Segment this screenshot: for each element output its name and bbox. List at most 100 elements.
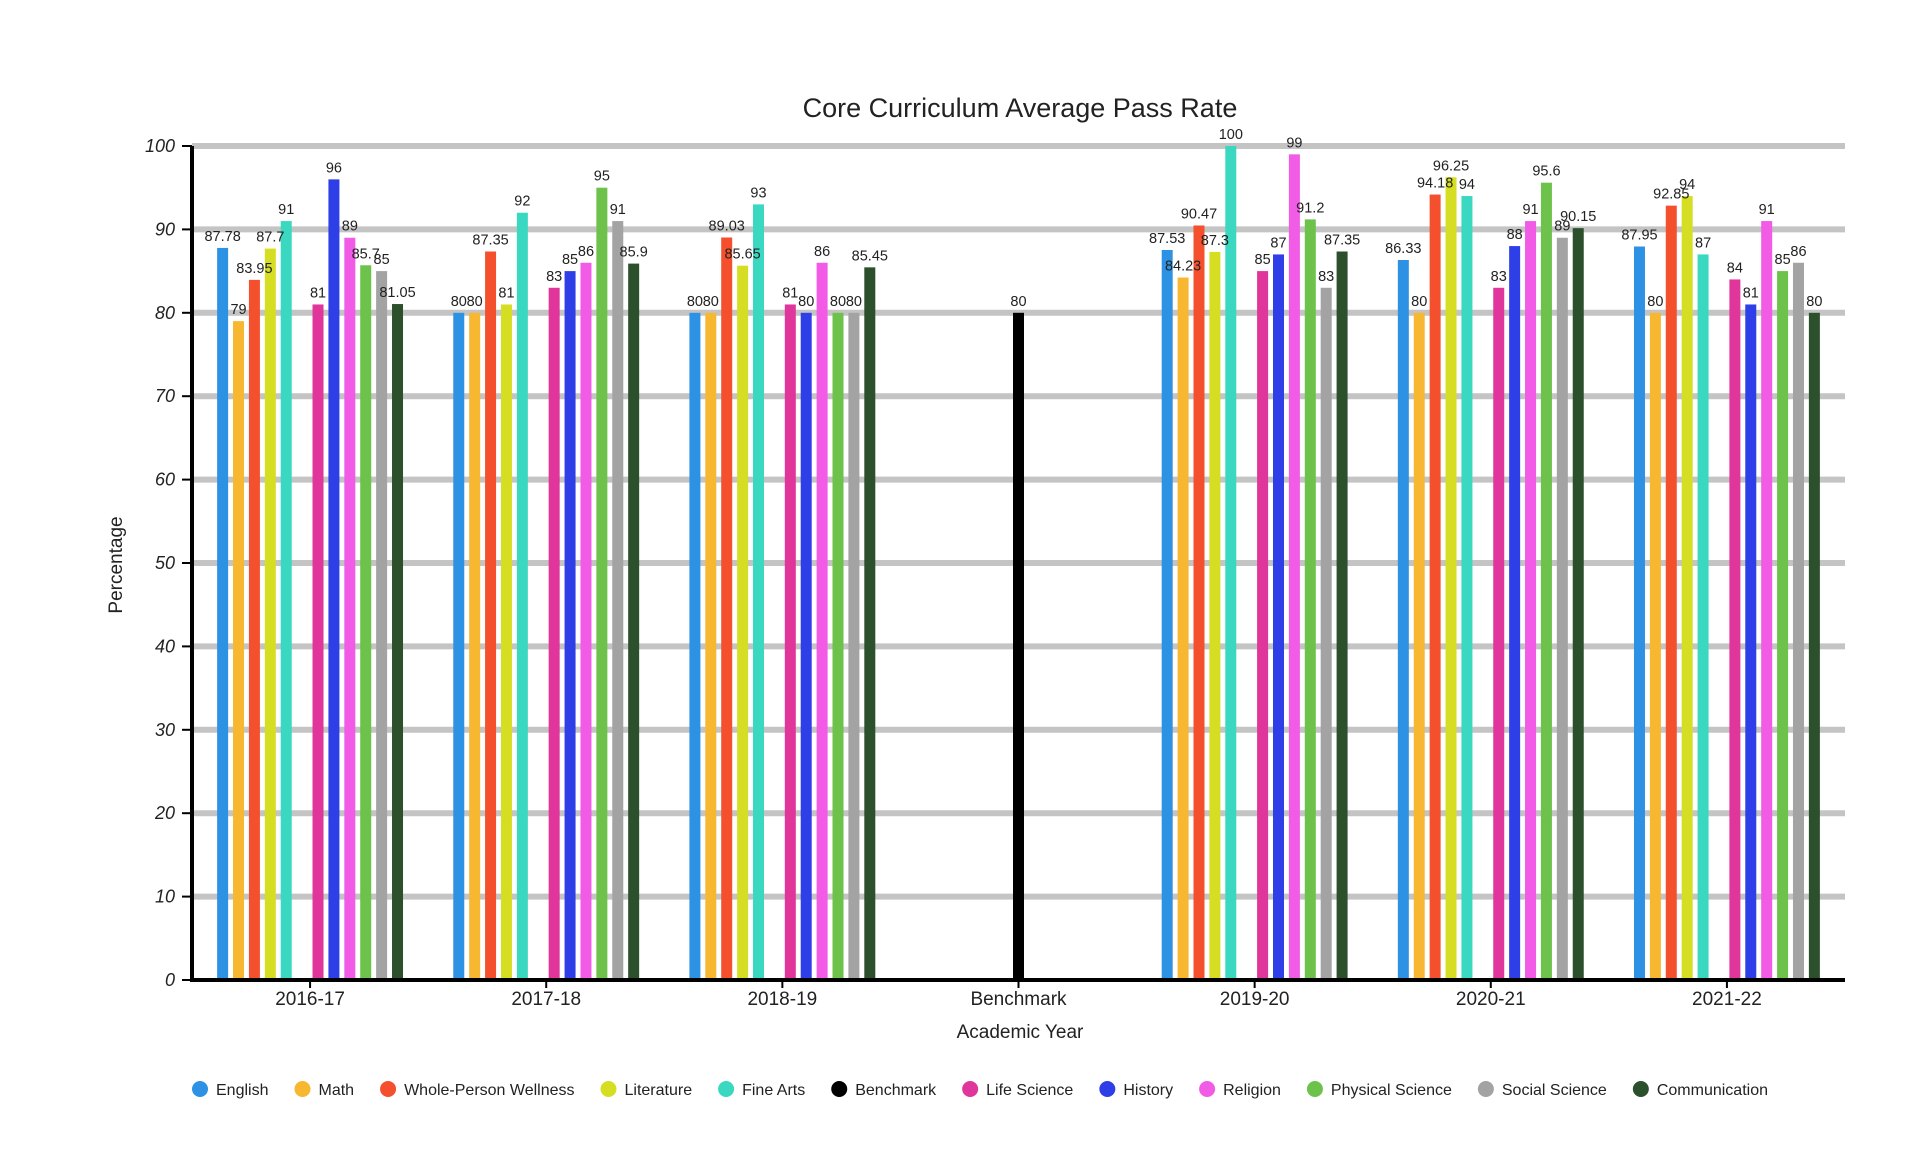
bar-religion-2021-22 bbox=[1761, 221, 1773, 980]
legend-item-physical-science[interactable]: Physical Science bbox=[1306, 1081, 1452, 1099]
legend-item-social-science[interactable]: Social Science bbox=[1477, 1081, 1607, 1099]
bar-religion-2016-17 bbox=[344, 237, 356, 981]
legend-label: Math bbox=[318, 1082, 354, 1099]
data-label: 83 bbox=[1491, 269, 1507, 285]
bar-physical-science-2016-17 bbox=[360, 265, 372, 981]
data-label: 85.45 bbox=[852, 248, 888, 264]
legend-swatch bbox=[600, 1081, 617, 1097]
y-tick-label: 70 bbox=[155, 386, 175, 406]
legend-item-whole-person-wellness[interactable]: Whole-Person Wellness bbox=[380, 1081, 575, 1099]
data-label: 93 bbox=[750, 185, 766, 201]
data-label: 91 bbox=[1522, 202, 1538, 218]
data-label: 87.7 bbox=[256, 230, 284, 246]
data-label: 87 bbox=[1270, 235, 1286, 251]
data-label: 89 bbox=[342, 219, 358, 235]
bar-math-2019-20 bbox=[1177, 277, 1189, 980]
data-label: 80 bbox=[1010, 294, 1026, 310]
data-label: 80 bbox=[1411, 294, 1427, 310]
data-label: 81.05 bbox=[379, 285, 415, 301]
data-label: 91.2 bbox=[1296, 200, 1324, 216]
data-label: 87.53 bbox=[1149, 231, 1185, 247]
data-label: 94 bbox=[1679, 177, 1695, 193]
legend-item-english[interactable]: English bbox=[192, 1081, 268, 1099]
data-label: 91 bbox=[610, 202, 626, 218]
x-tick-label: 2018-19 bbox=[747, 989, 817, 1010]
legend-label: Physical Science bbox=[1331, 1082, 1452, 1099]
legend-item-life-science[interactable]: Life Science bbox=[962, 1081, 1073, 1099]
data-label: 86 bbox=[1790, 244, 1806, 260]
data-label: 81 bbox=[498, 285, 514, 301]
y-tick-label: 10 bbox=[155, 887, 175, 907]
bar-literature-2016-17 bbox=[264, 248, 276, 980]
data-label: 86 bbox=[578, 244, 594, 260]
legend-label: English bbox=[216, 1082, 268, 1099]
bar-whole-person-wellness-2020-21 bbox=[1429, 194, 1441, 980]
legend-item-benchmark[interactable]: Benchmark bbox=[831, 1081, 937, 1099]
x-tick-label: 2017-18 bbox=[511, 989, 581, 1010]
bar-english-2019-20 bbox=[1161, 249, 1173, 980]
bar-life-science-2019-20 bbox=[1257, 271, 1269, 981]
x-tick-labels: 2016-17 2017-18 2018-19 Benchmark 2019-20 202… bbox=[275, 980, 1762, 1010]
data-label: 85 bbox=[1255, 252, 1271, 268]
legend-label: Life Science bbox=[986, 1082, 1073, 1099]
legend-swatch bbox=[962, 1081, 979, 1097]
legend-swatch bbox=[380, 1081, 397, 1097]
data-label: 95 bbox=[594, 169, 610, 185]
data-label: 80 bbox=[451, 294, 467, 310]
legend-item-math[interactable]: Math bbox=[294, 1081, 354, 1099]
bar-physical-science-2019-20 bbox=[1304, 219, 1316, 981]
data-label: 87.95 bbox=[1621, 227, 1657, 243]
x-axis-title: Academic Year bbox=[957, 1022, 1084, 1043]
data-label: 80 bbox=[467, 294, 483, 310]
data-label: 87 bbox=[1695, 235, 1711, 251]
bar-whole-person-wellness-2016-17 bbox=[248, 279, 260, 980]
legend-swatch bbox=[294, 1081, 311, 1097]
legend-swatch bbox=[1632, 1081, 1649, 1097]
data-label: 85 bbox=[374, 252, 390, 268]
data-label: 83.95 bbox=[236, 261, 272, 277]
data-label: 90.15 bbox=[1560, 209, 1596, 225]
x-tick-label: Benchmark bbox=[970, 989, 1067, 1010]
bar-english-2021-22 bbox=[1633, 246, 1645, 980]
bar-communication-2020-21 bbox=[1572, 228, 1584, 981]
bar-communication-2021-22 bbox=[1808, 312, 1820, 980]
bar-life-science-2021-22 bbox=[1729, 279, 1741, 980]
bar-history-2021-22 bbox=[1745, 304, 1757, 981]
legend-swatch bbox=[831, 1081, 848, 1097]
bar-literature-2020-21 bbox=[1445, 177, 1457, 980]
bar-life-science-2016-17 bbox=[312, 304, 324, 981]
legend-item-fine-arts[interactable]: Fine Arts bbox=[718, 1081, 805, 1099]
bar-math-2017-18 bbox=[469, 312, 481, 980]
legend-item-religion[interactable]: Religion bbox=[1199, 1081, 1281, 1099]
legend-label: History bbox=[1123, 1082, 1173, 1099]
bar-social-science-2016-17 bbox=[376, 271, 388, 981]
bar-benchmark-benchmark bbox=[1013, 312, 1024, 980]
legend-label: Communication bbox=[1657, 1082, 1768, 1099]
data-label: 94 bbox=[1459, 177, 1475, 193]
bar-life-science-2020-21 bbox=[1493, 287, 1505, 980]
bar-math-2016-17 bbox=[233, 321, 245, 980]
data-label: 85 bbox=[1775, 252, 1791, 268]
bar-social-science-2019-20 bbox=[1320, 287, 1332, 980]
y-tick-label: 40 bbox=[155, 636, 175, 656]
data-label: 84 bbox=[1727, 260, 1743, 276]
legend-label: Literature bbox=[625, 1082, 693, 1099]
y-tick-label: 0 bbox=[165, 970, 175, 990]
legend-swatch bbox=[1199, 1081, 1216, 1097]
data-label: 99 bbox=[1286, 135, 1302, 151]
chart-title: Core Curriculum Average Pass Rate bbox=[803, 93, 1238, 123]
bar-math-2018-19 bbox=[705, 312, 717, 980]
bar-life-science-2018-19 bbox=[784, 304, 796, 981]
y-tick-label: 100 bbox=[145, 136, 175, 156]
legend-item-history[interactable]: History bbox=[1099, 1081, 1173, 1099]
data-label: 89 bbox=[1554, 219, 1570, 235]
data-label: 80 bbox=[1806, 294, 1822, 310]
data-label: 94.18 bbox=[1417, 176, 1453, 192]
bar-physical-science-2021-22 bbox=[1777, 271, 1789, 981]
data-label: 92.85 bbox=[1653, 187, 1689, 203]
x-tick-label: 2019-20 bbox=[1220, 989, 1290, 1010]
legend-item-literature[interactable]: Literature bbox=[600, 1081, 693, 1099]
legend-item-communication[interactable]: Communication bbox=[1632, 1081, 1768, 1099]
